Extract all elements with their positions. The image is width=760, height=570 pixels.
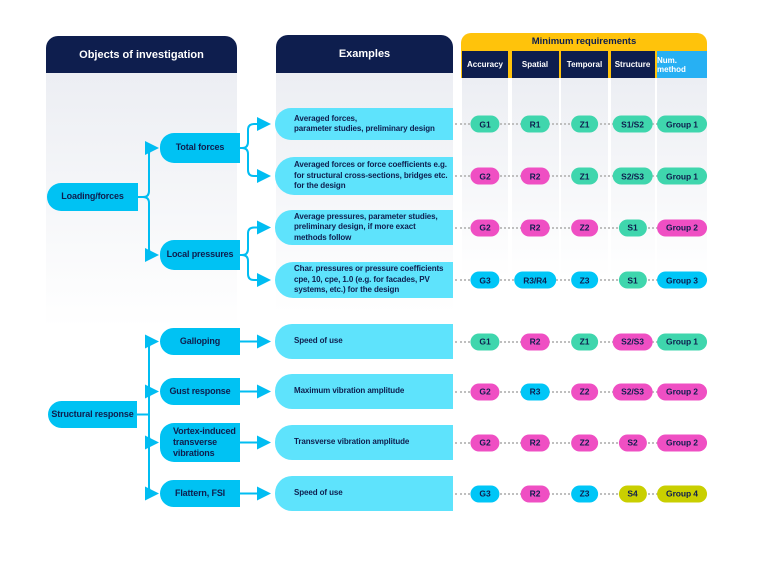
requirement-pill: Group 2	[657, 434, 707, 451]
requirement-pill: G2	[470, 383, 500, 400]
requirement-pill: R2	[520, 434, 550, 451]
requirement-pill: G2	[470, 167, 500, 185]
root-node-loading-forces: Loading/forces	[47, 183, 138, 211]
example-box: Averaged forces, parameter studies, prel…	[275, 108, 453, 140]
requirement-pill: G1	[470, 115, 500, 133]
requirement-pill: Group 1	[657, 115, 707, 133]
requirement-pill: Z3	[570, 485, 599, 502]
root-node-structural-response: Structural response	[48, 401, 137, 428]
requirement-pill: S4	[618, 485, 647, 502]
branch-node-gust-response: Gust response	[160, 378, 240, 405]
requirement-pill: S1/S2	[612, 115, 653, 133]
column-header-structure: Structure	[610, 51, 655, 78]
requirement-pill: Group 1	[657, 167, 707, 185]
requirement-pill: R2	[520, 485, 550, 502]
requirement-pill: Z2	[570, 383, 599, 400]
requirement-pill: Z2	[570, 219, 599, 236]
requirement-pill: Z1	[570, 167, 599, 185]
example-box: Maximum vibration amplitude	[275, 374, 453, 409]
requirement-pill: S1	[618, 271, 647, 289]
requirement-pill: G3	[470, 485, 500, 502]
requirement-pill: R2	[520, 333, 550, 350]
examples-header-label: Examples	[338, 48, 391, 60]
requirement-pill: R3	[520, 383, 550, 400]
requirements-title: Minimum requirements	[531, 36, 637, 47]
branch-node-galloping: Galloping	[160, 328, 240, 355]
column-header-temporal: Temporal	[561, 51, 608, 78]
example-box: Speed of use	[275, 476, 453, 511]
requirement-pill: S2/S3	[612, 167, 653, 185]
requirement-pill: S2/S3	[612, 333, 653, 350]
example-box: Speed of use	[275, 324, 453, 359]
requirement-pill: G1	[470, 333, 500, 350]
dotted-connector	[455, 492, 682, 495]
requirement-pill: G3	[470, 271, 500, 289]
requirement-pill: Group 2	[657, 383, 707, 400]
dotted-connector	[455, 175, 682, 177]
requirement-pill: S1	[618, 219, 647, 236]
dotted-connector	[455, 441, 682, 444]
requirement-pill: R3/R4	[514, 271, 556, 289]
requirement-pill: S2/S3	[612, 383, 653, 400]
column-header-num-method: Num. method	[657, 51, 707, 78]
requirement-pill: R1	[520, 115, 550, 133]
example-box: Transverse vibration amplitude	[275, 425, 453, 460]
requirement-pill: Z1	[570, 333, 599, 350]
column-header-spatial: Spatial	[511, 51, 559, 78]
requirement-pill: Group 4	[657, 485, 707, 502]
dotted-connector	[455, 226, 682, 229]
requirement-pill: G2	[470, 434, 500, 451]
objects-header-label: Objects of investigation	[79, 48, 204, 61]
requirement-pill: G2	[470, 219, 500, 236]
examples-header: Examples	[276, 35, 453, 73]
requirement-pill: Z2	[570, 434, 599, 451]
requirement-pill: S2	[618, 434, 647, 451]
branch-node-flattern-fsi: Flattern, FSI	[160, 480, 240, 507]
requirement-pill: Z1	[570, 115, 599, 133]
example-box: Average pressures, parameter studies, pr…	[275, 210, 453, 245]
column-header-accuracy: Accuracy	[462, 51, 508, 78]
requirement-pill: R2	[520, 219, 550, 236]
requirement-pill: Z3	[570, 271, 599, 289]
objects-header: Objects of investigation	[46, 36, 237, 73]
requirement-pill: R2	[520, 167, 550, 185]
branch-node-local-pressures: Local pressures	[160, 240, 240, 270]
requirement-pill: Group 1	[657, 333, 707, 350]
dotted-connector	[455, 279, 682, 281]
requirement-pill: Group 3	[657, 271, 707, 289]
requirement-pill: Group 2	[657, 219, 707, 236]
branch-node-vortex-induced: Vortex-induced transverse vibrations	[160, 423, 240, 462]
dotted-connector	[455, 123, 682, 125]
branch-node-total-forces: Total forces	[160, 133, 240, 163]
dotted-connector	[455, 390, 682, 393]
dotted-connector	[455, 340, 682, 343]
example-box: Char. pressures or pressure coefficients…	[275, 262, 453, 298]
example-box: Averaged forces or force coefficients e.…	[275, 157, 453, 195]
